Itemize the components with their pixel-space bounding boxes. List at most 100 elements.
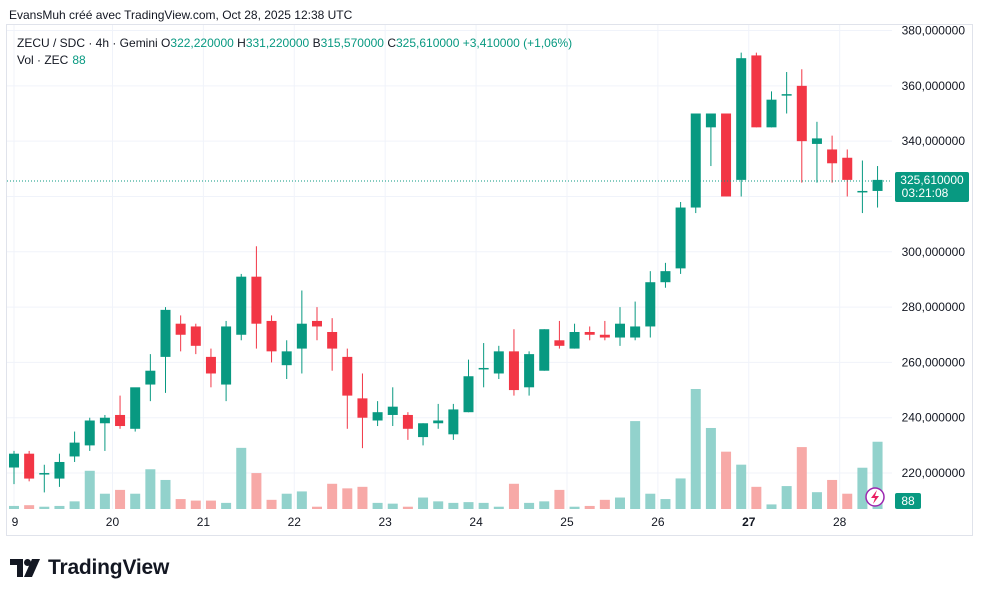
volume-value: 88: [72, 53, 86, 67]
candle-body: [630, 326, 641, 338]
volume-bar: [115, 489, 126, 509]
volume-bar: [205, 500, 216, 509]
volume-bar: [130, 493, 141, 509]
price-tag-value: 325,610000: [900, 173, 964, 187]
y-tick-label: 280,000000: [902, 300, 966, 314]
candle-body: [281, 351, 292, 366]
candle-body: [766, 99, 777, 128]
price-tag: [895, 171, 969, 202]
candle-body: [448, 409, 459, 435]
candle-body: [584, 331, 595, 335]
volume-bar: [857, 467, 868, 509]
candle-body: [221, 326, 232, 385]
candle-body: [327, 331, 338, 349]
volume-bar: [645, 493, 656, 509]
chart-caption: EvansMuh créé avec TradingView.com, Oct …: [9, 8, 353, 22]
volume-bar: [175, 499, 186, 509]
volume-bar: [296, 491, 307, 509]
y-axis[interactable]: 220,000000 240,000000 260,000000 280,000000…: [902, 24, 966, 481]
candle-body: [751, 55, 762, 128]
volume-bar: [660, 499, 671, 509]
candle-body: [84, 420, 95, 446]
candle-body: [493, 351, 504, 374]
candle-body: [660, 271, 671, 283]
brand-name: TradingView: [48, 556, 170, 579]
volume-bar: [630, 421, 641, 509]
candle-body: [599, 334, 610, 338]
volume-bar: [463, 502, 474, 509]
volume-bar: [811, 492, 822, 509]
volume-bar: [433, 501, 444, 509]
candle-body: [842, 157, 853, 180]
volume-bar: [99, 493, 110, 509]
candle-body: [296, 323, 307, 349]
candle-body: [175, 323, 186, 335]
candle-body: [736, 58, 747, 180]
candle-body: [463, 376, 474, 413]
candle-body: [357, 398, 368, 418]
volume-bar: [872, 441, 883, 509]
volume-bar: [554, 489, 565, 509]
close-value: 325,610000: [396, 36, 460, 50]
volume-bar: [342, 488, 353, 509]
volume-bar: [524, 502, 535, 509]
y-tick-label: 380,000000: [902, 24, 966, 38]
volume-bar: [584, 505, 595, 509]
volume-bar: [705, 427, 716, 509]
volume-bar: [266, 499, 277, 509]
candle-body: [675, 207, 686, 269]
volume-bar: [736, 464, 747, 509]
tradingview-logo-icon: [10, 559, 40, 577]
volume-bar: [327, 483, 338, 509]
candle-body: [99, 417, 110, 424]
y-tick-label: 240,000000: [902, 411, 966, 425]
candle-body: [387, 406, 398, 415]
candle-body: [54, 461, 65, 479]
volume-tag: [895, 493, 921, 509]
lightning-icon-bolt: [871, 490, 879, 504]
candle-body: [811, 138, 822, 144]
x-axis[interactable]: 9 20 21 22 23 24 25 26 27 28: [12, 515, 847, 529]
volume-bar: [402, 506, 413, 509]
tradingview-logo[interactable]: TradingView: [10, 556, 169, 580]
open-value: 322,220000: [170, 36, 234, 50]
y-tick-label: 260,000000: [902, 355, 966, 369]
candle-body: [872, 179, 883, 191]
candle-body: [524, 354, 535, 388]
volume-bar: [478, 502, 489, 509]
candle-body: [705, 113, 716, 128]
candle-body: [721, 113, 732, 197]
volume-bar: [24, 505, 35, 509]
ohlc-line: ZECU / SDC · 4h · Gemini O322,220000 H33…: [17, 35, 572, 52]
volume-label[interactable]: Vol · ZEC: [17, 53, 69, 67]
volume-tag-value: 88: [901, 494, 915, 508]
y-tick-label: 340,000000: [902, 134, 966, 148]
volume-bar: [145, 469, 156, 509]
volume-bar: [766, 504, 777, 509]
candle-body: [39, 473, 50, 475]
candle-body: [418, 423, 429, 438]
volume-bar: [781, 486, 792, 509]
change-value: +3,410000 (+1,06%): [462, 36, 573, 50]
candle-body: [160, 309, 171, 357]
volume-bar: [448, 502, 459, 509]
candle-body: [402, 414, 413, 429]
volume-bar: [615, 497, 625, 509]
high-value: 331,220000: [245, 36, 310, 50]
x-tick-label: 21: [197, 515, 211, 529]
volume-bar: [721, 451, 732, 509]
volume-bar: [372, 502, 383, 509]
candle-body: [569, 331, 580, 349]
high-label: H: [237, 36, 246, 50]
volume-bar: [251, 473, 262, 509]
chart-frame[interactable]: [6, 24, 973, 536]
candles: [9, 52, 883, 493]
symbol-label[interactable]: ZECU / SDC · 4h · Gemini: [17, 36, 158, 50]
y-tick-label: 300,000000: [902, 245, 966, 259]
volume-bar: [842, 493, 853, 509]
candle-body: [781, 94, 792, 96]
volume-bar: [418, 497, 429, 509]
volume-bar: [675, 478, 686, 509]
